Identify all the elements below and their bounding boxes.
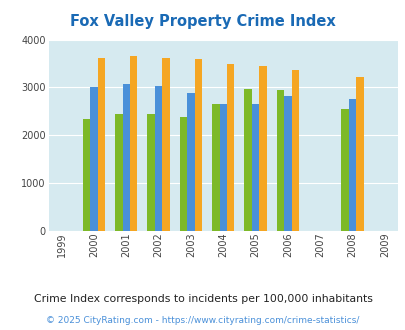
- Bar: [348, 99, 356, 231]
- Bar: [259, 66, 266, 231]
- Bar: [251, 104, 259, 231]
- Bar: [179, 117, 187, 231]
- Text: © 2025 CityRating.com - https://www.cityrating.com/crime-statistics/: © 2025 CityRating.com - https://www.city…: [46, 315, 359, 325]
- Bar: [90, 87, 98, 231]
- Bar: [284, 96, 291, 231]
- Bar: [98, 58, 105, 231]
- Bar: [83, 118, 90, 231]
- Bar: [341, 109, 348, 231]
- Bar: [219, 104, 226, 231]
- Bar: [187, 93, 194, 231]
- Bar: [115, 114, 122, 231]
- Bar: [130, 56, 137, 231]
- Text: Crime Index corresponds to incidents per 100,000 inhabitants: Crime Index corresponds to incidents per…: [34, 294, 371, 304]
- Bar: [162, 58, 169, 231]
- Bar: [212, 104, 219, 231]
- Bar: [244, 89, 251, 231]
- Bar: [276, 90, 284, 231]
- Bar: [226, 63, 234, 231]
- Text: Fox Valley Property Crime Index: Fox Valley Property Crime Index: [70, 14, 335, 29]
- Bar: [291, 70, 298, 231]
- Bar: [122, 83, 130, 231]
- Bar: [147, 114, 155, 231]
- Bar: [356, 78, 363, 231]
- Bar: [155, 85, 162, 231]
- Bar: [194, 59, 202, 231]
